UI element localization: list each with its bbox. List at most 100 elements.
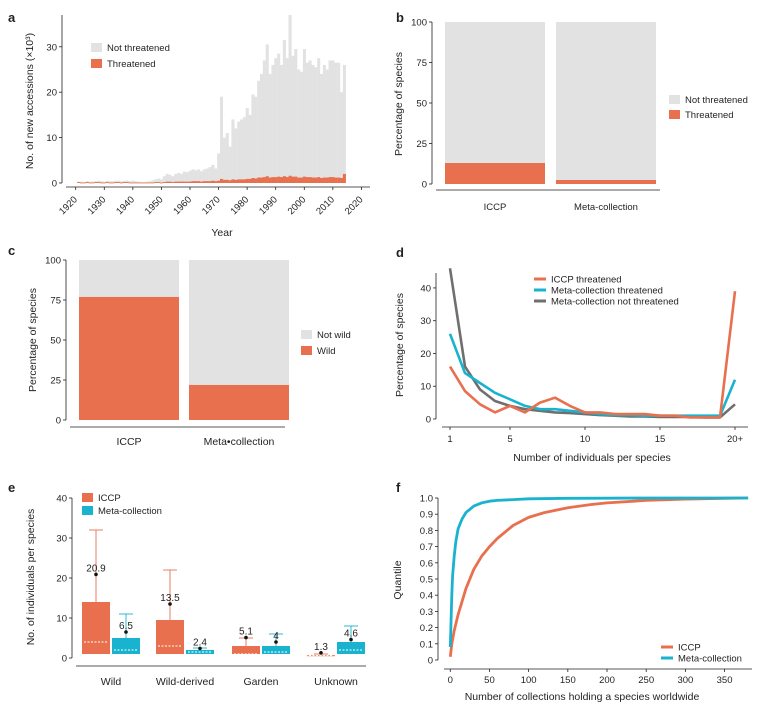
y-tick-label: 0.2 (420, 623, 433, 634)
x-tick-label: 2000 (286, 194, 309, 217)
bar-threatened (294, 176, 298, 183)
y-tick-label: 0.3 (420, 607, 433, 618)
legend-meta-not-threatened: Meta-collection not threatened (551, 297, 679, 308)
bar-threatened (85, 182, 89, 183)
bar-threatened (97, 182, 101, 183)
bar-threatened (311, 177, 315, 183)
bar-not-threatened (134, 181, 138, 183)
y-tick-label: 1.0 (420, 494, 433, 505)
x-tick-label: Meta-collection (574, 202, 638, 213)
bar-not-threatened (325, 69, 329, 183)
bar-threatened (556, 179, 656, 184)
bar-not-threatened (197, 169, 201, 183)
bar-threatened (237, 179, 241, 183)
bar-threatened (77, 182, 81, 183)
bar-threatened (105, 182, 109, 183)
panel-label: d (396, 245, 404, 260)
bar-not-threatened (294, 49, 298, 184)
bar-not-threatened (254, 96, 258, 183)
bar-not-threatened (91, 181, 95, 183)
bar-wild (189, 384, 289, 420)
bar-not-threatened (145, 181, 149, 183)
bar-not-threatened (331, 60, 335, 183)
x-tick-label: 2020 (343, 194, 366, 217)
bar-not-threatened (337, 62, 341, 183)
bar-not-threatened (300, 71, 304, 183)
bar-threatened (214, 181, 218, 183)
line-meta-threatened (448, 333, 737, 417)
bar-not-threatened (102, 181, 106, 183)
bar-threatened (157, 182, 161, 183)
panel-label: e (8, 480, 15, 495)
bar-threatened (151, 182, 155, 184)
bar-not-threatened (282, 39, 286, 183)
legend-not-wild-swatch (301, 330, 312, 339)
bar-threatened (148, 182, 152, 184)
bar-threatened (217, 180, 221, 183)
y-axis-label: No. of new accessions (×10³) (24, 33, 36, 169)
bar-threatened (180, 181, 184, 183)
box-iccp-mean-point (168, 602, 172, 606)
bar-threatened (200, 181, 204, 183)
bar-not-threatened (160, 179, 164, 183)
y-tick-label: 20 (46, 88, 57, 99)
legend-not-wild: Not wild (317, 330, 351, 341)
bar-threatened (308, 177, 312, 183)
panel-label: c (8, 243, 15, 258)
legend-not-threatened-swatch (669, 95, 680, 104)
bar-not-threatened (162, 176, 166, 183)
x-axis-label: Number of collections holding a species … (465, 691, 700, 703)
x-axis-label: Number of individuals per species (513, 452, 671, 464)
bar-threatened (228, 180, 232, 183)
y-tick-label: 0.6 (420, 558, 433, 569)
line-meta-collection (448, 496, 749, 648)
bar-threatened (325, 177, 329, 183)
legend-iccp-swatch (82, 493, 93, 502)
bar-not-threatened (297, 69, 301, 183)
mean-label: 13.5 (160, 593, 180, 604)
bar-threatened (177, 181, 181, 183)
bar-not-threatened (188, 170, 192, 183)
bar-not-threatened (182, 171, 186, 183)
legend-meta-collection-swatch (82, 506, 93, 515)
bar-threatened (174, 181, 178, 183)
bar-threatened (111, 182, 115, 184)
y-tick-label: 0.4 (420, 591, 433, 602)
y-tick-label: 0.8 (420, 526, 433, 537)
mean-label: 6.5 (119, 621, 133, 632)
bar-not-threatened (288, 15, 292, 183)
bar-threatened (291, 176, 295, 183)
y-tick-label: 0 (428, 656, 433, 667)
y-tick-label: 50 (416, 99, 427, 110)
y-tick-label: 30 (56, 534, 67, 545)
bar-threatened (202, 181, 206, 183)
bar-not-threatened (222, 137, 226, 183)
y-tick-label: 0.5 (420, 575, 433, 586)
bar-threatened (140, 182, 144, 184)
y-tick-label: 75 (50, 296, 61, 307)
bar-threatened (297, 177, 301, 183)
bar-not-threatened (120, 181, 124, 183)
y-axis-label: Quantile (392, 560, 404, 599)
bar-not-threatened (234, 128, 238, 183)
y-tick-label: 25 (50, 376, 61, 387)
bar-not-wild (189, 260, 289, 385)
box-meta-mean-point (349, 637, 353, 642)
bar-threatened (128, 182, 132, 184)
bar-not-threatened (328, 60, 332, 183)
panel-label: f (396, 480, 401, 495)
bar-threatened (211, 180, 215, 183)
bar-not-threatened (245, 108, 249, 183)
bar-threatened (328, 177, 332, 183)
bar-threatened (205, 181, 209, 183)
x-tick-label: Wild-derived (156, 676, 215, 688)
box-iccp-mean-point (319, 651, 323, 655)
box-meta-mean-point (124, 630, 128, 634)
bar-not-threatened (240, 119, 244, 183)
mean-label: 2.4 (193, 637, 207, 648)
bar-not-threatened (311, 64, 315, 183)
x-tick-label: 300 (677, 675, 693, 686)
line-iccp-threatened (448, 291, 737, 419)
x-tick-label: 50 (484, 675, 495, 686)
